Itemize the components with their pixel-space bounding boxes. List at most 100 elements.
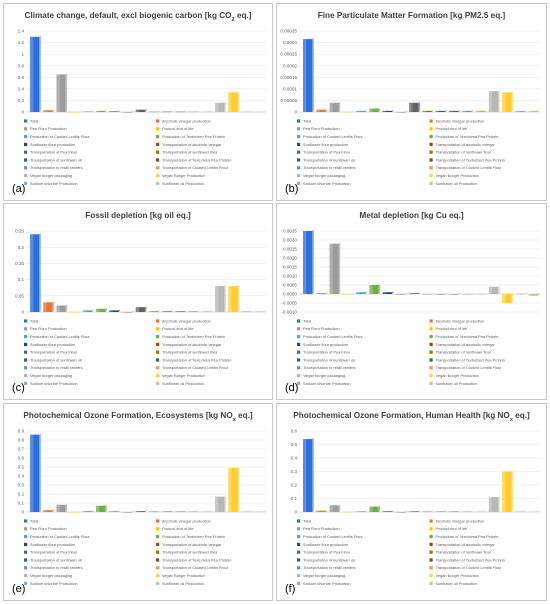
y-tick-label: 0.0010 — [283, 274, 297, 279]
legend-item: Transportation of Cooked Lentils Flour — [429, 165, 502, 170]
bar — [382, 109, 394, 112]
bar — [201, 310, 213, 312]
bar — [148, 510, 160, 512]
bar — [435, 292, 447, 295]
bar — [148, 310, 160, 312]
legend-label: Transportation of Cooked Lentils Flour — [162, 565, 229, 570]
legend-swatch — [297, 327, 301, 331]
legend-swatch — [24, 574, 28, 578]
legend-swatch — [429, 127, 433, 131]
legend-label: Transportation of Pea Flour — [30, 350, 78, 355]
bar — [148, 110, 160, 113]
bar — [502, 292, 513, 303]
bar — [82, 110, 94, 112]
legend-item: Alcoholic vinegar production — [429, 518, 484, 523]
legend-swatch — [24, 119, 28, 123]
bar — [162, 310, 173, 312]
bar — [316, 509, 328, 512]
legend-swatch — [429, 550, 433, 554]
chart-svg: Photochemical Ozone Formation, Ecosystem… — [12, 411, 266, 595]
legend-item: Vegan burger packaging — [24, 573, 72, 578]
bar — [316, 291, 328, 294]
panel-label: (a) — [12, 183, 25, 195]
legend-label: Transportation of sunflower oil — [30, 357, 82, 362]
legend-label: Production of Texturized Pea Protein — [162, 134, 225, 139]
chart-panel-b: Fine Particulate Matter Formation [kg PM… — [276, 3, 547, 201]
legend-swatch — [24, 542, 28, 546]
bar — [515, 510, 527, 512]
bar — [528, 510, 540, 512]
legend-item: Sunflower flour production — [24, 542, 75, 547]
legend-item: Total — [297, 118, 311, 123]
legend-swatch — [429, 558, 433, 562]
bar — [56, 304, 68, 312]
legend-item: Pea Flour Production — [24, 526, 67, 531]
legend-swatch — [297, 135, 301, 139]
legend-item: Transportation of sunflower flour — [156, 550, 218, 555]
bar — [329, 242, 341, 294]
bar — [302, 37, 314, 112]
y-tick-label: 0.1 — [18, 501, 25, 506]
y-tick-label: 0.1 — [18, 277, 25, 282]
y-tick-label: 0.0030 — [283, 238, 297, 243]
legend-label: Production of Texturized Pea Protein — [436, 534, 499, 539]
legend-item: Transportation of Pea Flour — [24, 150, 78, 155]
bar — [122, 510, 134, 513]
bar — [302, 229, 314, 294]
bar — [56, 503, 68, 512]
legend-label: Production of Cooked Lentils Flour — [303, 134, 363, 139]
legend-label: Sunflower oil Production — [162, 181, 204, 186]
legend-item: Vegan Burger Production — [429, 373, 479, 378]
legend-item: Sodium chloride Production — [297, 581, 351, 586]
legend-swatch — [156, 181, 160, 185]
legend-item: Transportation to retail centers — [297, 165, 356, 170]
bar — [528, 109, 540, 112]
bar — [82, 309, 94, 312]
legend-label: Production of Texturized Pea Protein — [162, 534, 225, 539]
y-tick-label: 0.00035 — [280, 29, 297, 34]
bar — [56, 73, 68, 112]
bar — [69, 110, 81, 113]
bar — [462, 109, 474, 112]
legend-item: Product end of life — [156, 126, 193, 131]
legend-item: Alcoholic vinegar production — [429, 318, 484, 323]
legend-item: Vegan burger packaging — [24, 173, 72, 178]
legend-label: Total — [303, 318, 311, 323]
legend-swatch — [156, 381, 160, 385]
bar — [449, 109, 460, 112]
legend-item: Pea Flour Production — [297, 126, 340, 131]
legend-label: Transportation of sunflower flour — [162, 550, 218, 555]
y-tick-label: 0.6 — [18, 75, 25, 80]
legend-item: Transportation of Texturized Pea Protein — [156, 357, 231, 362]
legend-swatch — [24, 381, 28, 385]
bar — [162, 510, 173, 512]
y-tick-label: 0.0020 — [283, 256, 297, 261]
y-tick-label: 0.7 — [18, 447, 25, 452]
y-tick-label: 0.4 — [18, 474, 25, 479]
legend-swatch — [297, 319, 301, 323]
legend-swatch — [24, 319, 28, 323]
legend-label: Vegan burger packaging — [303, 573, 345, 578]
legend-item: Product end of life — [429, 326, 467, 331]
legend-item: Transportation of Pea Flour — [24, 550, 78, 555]
y-tick-label: 0 — [294, 110, 297, 115]
y-tick-label: 0 — [21, 510, 24, 515]
y-tick-label: 0 — [21, 310, 24, 315]
legend-swatch — [24, 566, 28, 570]
legend-swatch — [156, 558, 160, 562]
bar — [188, 110, 200, 113]
legend-label: Total — [30, 318, 38, 323]
y-tick-label: 0 — [21, 110, 24, 115]
legend-item: Production of Texturized Pea Protein — [429, 534, 499, 539]
legend-label: Transportation of alcoholic vinegar — [162, 542, 222, 547]
legend-item: Transportation to retail centers — [24, 365, 83, 370]
legend-swatch — [156, 158, 160, 162]
legend-label: Alcoholic vinegar production — [436, 118, 485, 123]
legend-label: Sodium chloride Production — [303, 181, 351, 186]
legend-swatch — [297, 550, 301, 554]
bar — [462, 292, 474, 295]
bar — [241, 110, 253, 113]
y-tick-label: 0.00005 — [280, 98, 297, 103]
legend-swatch — [156, 535, 160, 539]
chart-panel-c: Fossil depletion [kg oil eq.] 0 0.05 0.1 0.1… — [3, 203, 273, 400]
